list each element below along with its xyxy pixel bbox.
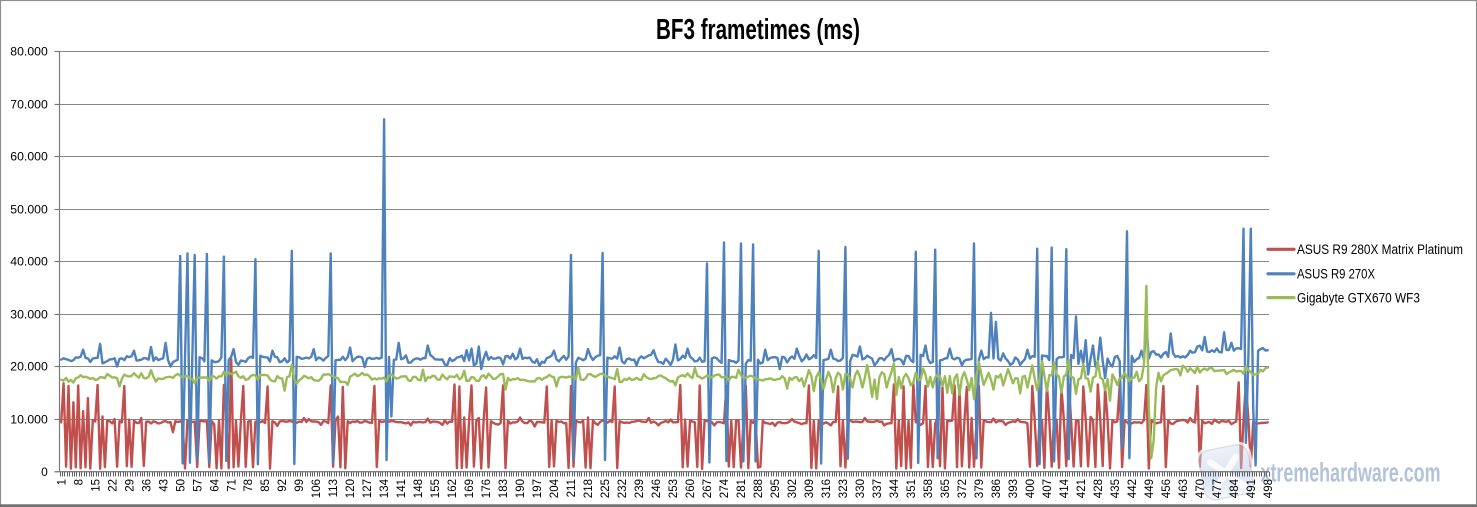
svg-text:127: 127 (362, 479, 374, 498)
svg-text:141: 141 (396, 479, 408, 498)
svg-text:29: 29 (124, 479, 136, 492)
svg-text:421: 421 (1076, 479, 1088, 498)
svg-text:456: 456 (1161, 479, 1173, 498)
svg-text:274: 274 (719, 478, 731, 498)
svg-text:162: 162 (447, 479, 459, 498)
svg-text:0: 0 (41, 465, 48, 479)
svg-text:246: 246 (651, 479, 663, 498)
svg-text:253: 253 (668, 479, 680, 498)
svg-text:281: 281 (736, 479, 748, 498)
svg-text:337: 337 (872, 479, 884, 498)
svg-text:365: 365 (940, 479, 952, 498)
svg-text:225: 225 (600, 479, 612, 498)
svg-text:148: 148 (413, 479, 425, 498)
svg-text:386: 386 (991, 479, 1003, 498)
svg-text:40.000: 40.000 (10, 255, 48, 269)
svg-text:71: 71 (226, 479, 238, 492)
svg-text:43: 43 (158, 479, 170, 492)
svg-text:302: 302 (787, 479, 799, 498)
svg-text:ASUS R9 280X Matrix Platinum: ASUS R9 280X Matrix Platinum (1297, 242, 1463, 257)
svg-text:407: 407 (1042, 479, 1054, 498)
svg-text:60.000: 60.000 (10, 150, 48, 164)
svg-text:463: 463 (1178, 479, 1190, 498)
svg-text:372: 372 (957, 479, 969, 498)
svg-text:64: 64 (209, 478, 221, 491)
svg-text:316: 316 (821, 479, 833, 498)
svg-text:498: 498 (1263, 479, 1275, 498)
svg-text:36: 36 (141, 479, 153, 492)
svg-text:ASUS R9 270X: ASUS R9 270X (1297, 267, 1375, 282)
svg-text:57: 57 (192, 479, 204, 492)
svg-text:197: 197 (532, 479, 544, 498)
svg-text:120: 120 (345, 479, 357, 498)
svg-text:351: 351 (906, 479, 918, 498)
svg-text:15: 15 (90, 479, 102, 492)
svg-text:393: 393 (1008, 479, 1020, 498)
svg-text:20.000: 20.000 (10, 360, 48, 374)
svg-text:50: 50 (175, 479, 187, 492)
svg-text:484: 484 (1229, 478, 1241, 498)
svg-text:267: 267 (702, 479, 714, 498)
svg-text:260: 260 (685, 479, 697, 498)
svg-text:218: 218 (583, 479, 595, 498)
svg-text:330: 330 (855, 479, 867, 498)
svg-text:295: 295 (770, 479, 782, 498)
svg-text:204: 204 (549, 478, 561, 498)
svg-text:xtremehardware.com: xtremehardware.com (1261, 458, 1441, 488)
svg-text:BF3 frametimes (ms): BF3 frametimes (ms) (656, 14, 860, 46)
svg-text:232: 232 (617, 479, 629, 498)
svg-text:442: 442 (1127, 479, 1139, 498)
svg-text:1: 1 (56, 479, 68, 485)
svg-text:190: 190 (515, 479, 527, 498)
svg-text:70.000: 70.000 (10, 98, 48, 112)
svg-text:30.000: 30.000 (10, 308, 48, 322)
svg-text:Gigabyte GTX670 WF3: Gigabyte GTX670 WF3 (1297, 290, 1420, 305)
svg-text:22: 22 (107, 479, 119, 492)
svg-text:99: 99 (294, 479, 306, 492)
svg-text:428: 428 (1093, 479, 1105, 498)
svg-text:491: 491 (1246, 479, 1258, 498)
svg-text:414: 414 (1059, 478, 1071, 498)
svg-text:211: 211 (566, 479, 578, 497)
svg-text:449: 449 (1144, 479, 1156, 498)
svg-text:169: 169 (464, 479, 476, 498)
svg-text:78: 78 (243, 479, 255, 492)
svg-text:106: 106 (311, 479, 323, 498)
svg-text:323: 323 (838, 479, 850, 498)
svg-text:113: 113 (328, 479, 340, 497)
svg-text:183: 183 (498, 479, 510, 498)
svg-text:85: 85 (260, 479, 272, 492)
svg-text:477: 477 (1212, 479, 1224, 498)
svg-text:400: 400 (1025, 479, 1037, 498)
svg-text:470: 470 (1195, 479, 1207, 498)
svg-text:358: 358 (923, 479, 935, 498)
svg-text:80.000: 80.000 (10, 45, 48, 59)
svg-text:134: 134 (379, 478, 391, 498)
svg-text:92: 92 (277, 479, 289, 492)
svg-text:176: 176 (481, 479, 493, 498)
svg-text:239: 239 (634, 479, 646, 498)
svg-text:379: 379 (974, 479, 986, 498)
svg-text:10.000: 10.000 (10, 413, 48, 427)
svg-text:435: 435 (1110, 479, 1122, 498)
svg-text:8: 8 (73, 479, 85, 485)
svg-text:288: 288 (753, 479, 765, 498)
svg-text:344: 344 (889, 478, 901, 498)
svg-text:309: 309 (804, 479, 816, 498)
svg-text:155: 155 (430, 479, 442, 498)
svg-text:50.000: 50.000 (10, 203, 48, 217)
